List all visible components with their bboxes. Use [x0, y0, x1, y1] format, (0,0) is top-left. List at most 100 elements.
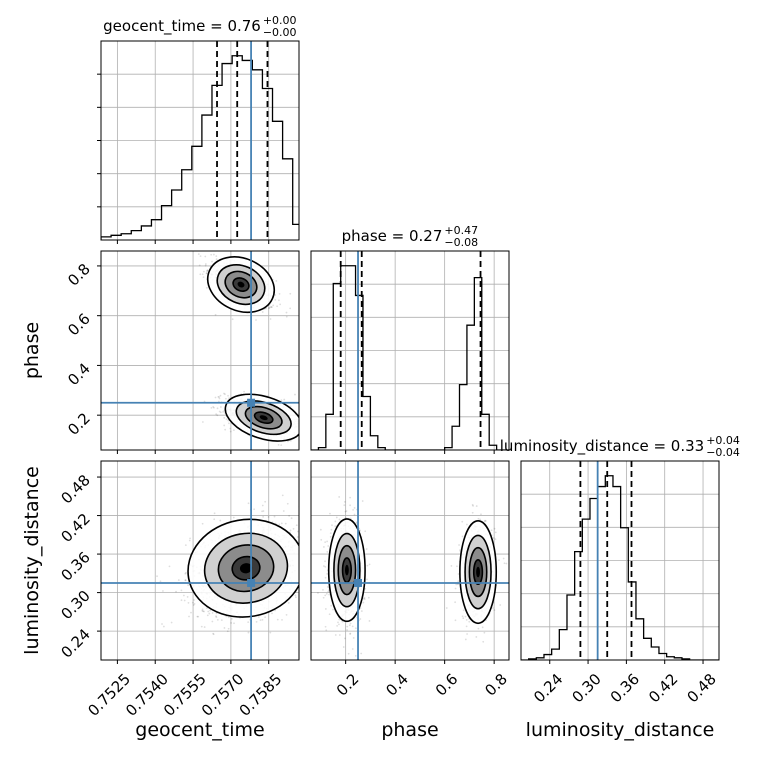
density-peak-1: [259, 415, 268, 421]
panel-content: [101, 249, 308, 450]
sample-point: [492, 537, 495, 539]
sample-point: [269, 631, 272, 634]
sample-point: [338, 518, 341, 521]
sample-point: [253, 508, 256, 511]
sample-point: [483, 631, 486, 634]
sample-point: [359, 529, 361, 532]
sample-point: [297, 530, 299, 533]
sample-point: [300, 419, 302, 421]
sample-point: [289, 529, 292, 532]
sample-point: [215, 258, 218, 261]
sample-point: [193, 602, 196, 605]
sample-point: [217, 395, 220, 398]
sample-point: [227, 394, 229, 397]
sample-point: [334, 525, 337, 528]
y-tick-label: 0.36: [57, 548, 93, 584]
sample-point: [454, 587, 457, 590]
sample-point: [296, 536, 299, 538]
sample-point: [183, 599, 186, 602]
sample-point: [274, 299, 277, 301]
sample-point: [299, 413, 301, 415]
sample-point: [214, 396, 217, 399]
sample-point: [276, 305, 278, 308]
sample-point: [306, 438, 308, 440]
y-tick-label: 0.2: [64, 409, 94, 439]
sample-point: [294, 393, 296, 396]
sample-point: [220, 619, 223, 621]
sample-point: [285, 315, 288, 318]
scatter-panel-phase-vs-luminosity_distance: 0.2 0.4 0.6 0.8 phase: [310, 460, 511, 741]
sample-point: [471, 503, 474, 506]
sample-point: [229, 430, 232, 433]
sample-point: [170, 621, 173, 624]
x-axis-label: geocent_time: [135, 719, 264, 741]
sample-point: [484, 519, 486, 522]
sample-point: [206, 607, 208, 610]
title-plus-error: +0.47: [444, 224, 478, 237]
sample-point: [162, 625, 165, 628]
sample-point: [352, 508, 354, 511]
histogram-panel-luminosity_distance: 0.24 0.30 0.36 0.42 0.48 luminosity_distance: [520, 460, 720, 741]
sample-point: [305, 427, 307, 429]
panel-content: [521, 461, 719, 660]
sample-point: [162, 590, 164, 592]
sample-point: [216, 407, 219, 410]
sample-point: [464, 638, 467, 641]
x-tick-label: 0.7585: [236, 670, 286, 720]
sample-point: [479, 518, 482, 521]
sample-point: [306, 531, 308, 533]
histogram-step-phase: [311, 265, 509, 450]
sample-point: [361, 500, 364, 502]
sample-point: [362, 597, 365, 600]
sample-point: [174, 249, 176, 251]
sample-point: [330, 604, 333, 607]
sample-point: [505, 562, 508, 565]
sample-point: [187, 584, 190, 586]
sample-point: [336, 624, 339, 627]
density-peak-0: [237, 281, 245, 288]
sample-point: [180, 589, 183, 592]
sample-point: [278, 292, 281, 295]
sample-point: [210, 253, 213, 256]
sample-point: [215, 616, 218, 619]
sample-point: [227, 422, 230, 425]
sample-point: [230, 622, 233, 624]
sample-point: [285, 613, 288, 616]
sample-point: [184, 572, 187, 575]
sample-point: [269, 306, 272, 308]
sample-point: [365, 548, 368, 550]
x-axis-label: phase: [381, 719, 438, 741]
truth-marker: [247, 578, 256, 587]
sample-point: [325, 629, 328, 632]
sample-point: [280, 522, 283, 525]
sample-point: [223, 627, 226, 629]
x-tick-label: 0.4: [382, 670, 412, 700]
sample-point: [314, 547, 316, 549]
sample-point: [202, 270, 205, 273]
sample-point: [351, 625, 354, 628]
sample-point: [303, 512, 305, 514]
sample-point: [465, 618, 468, 621]
sample-point: [341, 620, 344, 623]
x-tick-label: 0.42: [645, 670, 681, 706]
sample-point: [219, 519, 222, 522]
sample-point: [457, 580, 460, 582]
sample-point: [348, 624, 351, 627]
sample-point: [454, 619, 457, 622]
sample-point: [231, 318, 234, 321]
sample-point: [218, 397, 221, 400]
sample-point: [329, 512, 331, 515]
sample-point: [209, 609, 212, 612]
sample-point: [199, 273, 202, 276]
sample-point: [346, 629, 348, 631]
sample-point: [270, 306, 273, 308]
title-text: geocent_time = 0.76: [103, 17, 261, 36]
sample-point: [502, 557, 505, 560]
sample-point: [330, 528, 333, 531]
sample-point: [189, 537, 191, 540]
sample-point: [326, 540, 329, 543]
y-tick-label: 0.42: [57, 510, 93, 546]
sample-point: [264, 307, 267, 310]
sample-point: [312, 542, 314, 544]
x-tick-label: 0.30: [568, 670, 604, 706]
